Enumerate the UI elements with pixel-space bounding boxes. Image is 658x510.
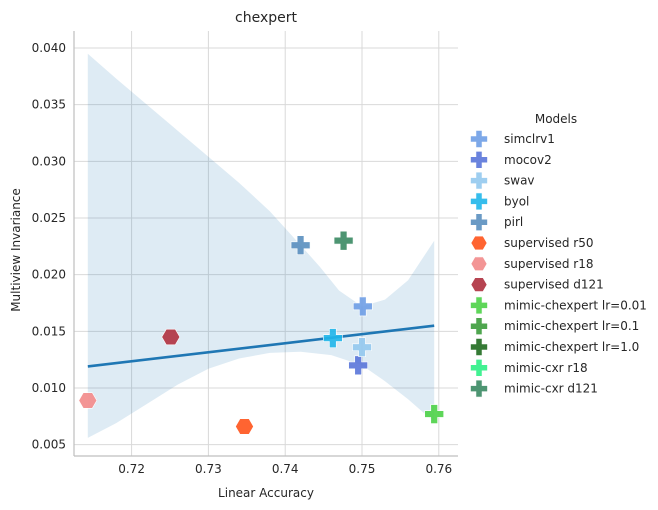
legend-item: mimic-chexpert lr=1.0 (470, 338, 639, 356)
data-point (235, 418, 254, 435)
legend-item: mocov2 (470, 151, 552, 169)
data-point (348, 355, 368, 376)
legend-item: mimic-chexpert lr=0.01 (470, 296, 647, 315)
legend-marker (470, 256, 488, 272)
y-tick-label: 0.035 (32, 98, 66, 112)
legend-marker (470, 359, 488, 377)
legend-label: mimic-cxr d121 (504, 382, 598, 396)
legend-item: supervised d121 (470, 277, 604, 292)
legend-item: mimic-cxr d121 (470, 379, 598, 398)
grid-lines (74, 31, 458, 456)
regression-line (87, 324, 435, 368)
legend-marker (470, 192, 488, 211)
data-point (352, 296, 373, 317)
legend-label: mocov2 (504, 153, 552, 167)
legend-marker (470, 213, 488, 231)
y-tick-label: 0.025 (32, 211, 66, 225)
y-tick-label: 0.005 (32, 438, 66, 452)
legend-marker (470, 317, 488, 335)
legend-label: simclrv1 (504, 132, 555, 146)
legend-marker (470, 379, 488, 398)
confidence-band-layer (87, 53, 435, 438)
x-tick-label: 0.72 (118, 462, 145, 476)
x-axis-label: Linear Accuracy (218, 486, 314, 500)
legend-item: mimic-cxr r18 (470, 359, 588, 377)
x-axis-ticks: 0.72 0.73 0.74 0.75 0.76 (118, 462, 452, 476)
legend-label: mimic-cxr r18 (504, 361, 588, 375)
data-point (333, 230, 354, 251)
legend-label: swav (504, 174, 535, 188)
legend-marker (470, 296, 488, 315)
data-point (323, 328, 343, 348)
legend-label: mimic-chexpert lr=0.1 (504, 319, 639, 333)
y-tick-label: 0.020 (32, 268, 66, 282)
legend-label: pirl (504, 215, 523, 229)
x-tick-label: 0.75 (349, 462, 376, 476)
y-axis-ticks: 0.005 0.010 0.015 0.020 0.025 0.030 0.035 0.040 (32, 41, 66, 452)
y-tick-label: 0.015 (32, 324, 66, 338)
data-point (352, 337, 372, 357)
legend-label: supervised r18 (504, 257, 594, 271)
y-axis-label: Multiview Invariance (9, 188, 23, 312)
y-tick-label: 0.030 (32, 154, 66, 168)
legend-item: simclrv1 (470, 130, 555, 148)
legend-item: supervised r18 (470, 256, 594, 272)
legend-marker (470, 235, 488, 251)
x-tick-label: 0.73 (195, 462, 222, 476)
legend: Models simclrv1 mocov2 swav byol pirl supervi… (470, 112, 647, 398)
chart-title: chexpert (235, 10, 297, 26)
legend-item: supervised r50 (470, 235, 594, 251)
legend-label: byol (504, 194, 529, 208)
legend-item: mimic-chexpert lr=0.1 (470, 317, 639, 335)
data-point (78, 392, 98, 409)
legend-label: mimic-chexpert lr=0.01 (504, 298, 647, 312)
legend-item: swav (470, 171, 535, 190)
axes (73, 31, 458, 457)
data-points-layer (78, 230, 444, 435)
x-tick-label: 0.76 (425, 462, 452, 476)
data-point (290, 235, 311, 255)
legend-label: mimic-chexpert lr=1.0 (504, 340, 639, 354)
data-point (161, 328, 181, 346)
legend-marker (470, 130, 488, 148)
legend-label: supervised d121 (504, 278, 604, 292)
legend-marker (470, 338, 488, 356)
legend-item: byol (470, 192, 529, 211)
y-tick-label: 0.040 (32, 41, 66, 55)
legend-label: supervised r50 (504, 236, 594, 250)
confidence-band (87, 53, 435, 438)
regression-line-layer (87, 324, 435, 368)
legend-marker (470, 151, 488, 169)
x-tick-label: 0.74 (272, 462, 299, 476)
legend-marker (470, 277, 488, 292)
legend-title: Models (535, 112, 577, 126)
legend-marker (470, 171, 488, 190)
legend-item: pirl (470, 213, 523, 231)
y-tick-label: 0.010 (32, 381, 66, 395)
data-point (424, 404, 444, 424)
